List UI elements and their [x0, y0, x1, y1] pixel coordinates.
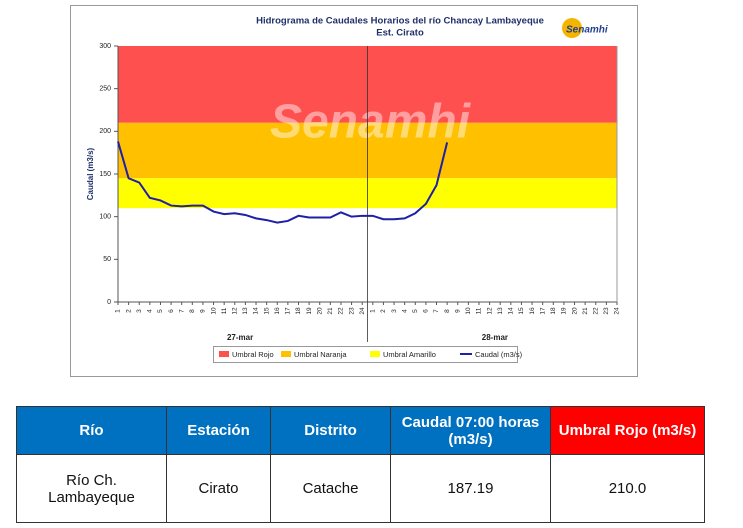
x-tick-label: 9: [200, 309, 207, 313]
legend-frame: [213, 346, 518, 363]
x-tick-label: 11: [476, 307, 483, 314]
x-tick-label: 18: [295, 307, 302, 315]
x-tick-label: 19: [306, 307, 313, 315]
y-tick-label: 50: [103, 256, 111, 263]
legend-label: Umbral Rojo: [232, 350, 274, 359]
x-tick-label: 4: [147, 309, 154, 313]
cell: Cirato: [166, 454, 271, 523]
chart: Hidrograma de Caudales Horarios del río …: [70, 5, 638, 377]
legend: Umbral Rojo Umbral Naranja Umbral Amarillo…: [213, 346, 523, 363]
x-tick-label: 2: [125, 309, 132, 313]
legend-label: Caudal (m3/s): [475, 350, 523, 359]
x-tick-label: 4: [401, 309, 408, 313]
x-tick-label: 16: [529, 307, 536, 315]
logo-text: Senamhi: [566, 25, 608, 36]
x-tick-label: 14: [508, 307, 515, 315]
x-tick-label: 10: [210, 307, 217, 315]
x-tick-label: 24: [614, 307, 621, 315]
x-tick-label: 19: [561, 307, 568, 315]
x-tick-label: 23: [603, 307, 610, 315]
legend-swatch: [219, 351, 229, 357]
x-tick-label: 20: [316, 307, 323, 315]
x-tick-label: 15: [263, 307, 270, 315]
x-tick-label: 3: [391, 309, 398, 313]
legend-label: Umbral Amarillo: [383, 350, 436, 359]
cell: 210.0: [550, 454, 705, 523]
x-tick-label: 11: [221, 307, 228, 314]
chart-subtitle: Est. Cirato: [376, 28, 424, 39]
cell: 187.19: [390, 454, 551, 523]
y-axis-label: Caudal (m3/s): [86, 147, 95, 200]
header-cell: Estación: [166, 406, 271, 455]
x-tick-label: 2: [380, 309, 387, 313]
x-group-label: 27-mar: [227, 333, 253, 342]
legend-swatch: [281, 351, 291, 357]
data-table: Río Estación Distrito Caudal 07:00 horas…: [16, 406, 705, 523]
x-tick-label: 17: [285, 307, 292, 315]
x-tick-label: 3: [136, 309, 143, 313]
x-tick-label: 20: [571, 307, 578, 315]
header-cell: Umbral Rojo (m3/s): [550, 406, 705, 455]
x-tick-label: 21: [582, 307, 589, 315]
header-cell: Río: [16, 406, 167, 455]
x-tick-label: 12: [486, 307, 493, 315]
legend-swatch: [370, 351, 380, 357]
y-tick-label: 0: [107, 299, 111, 306]
cell: Catache: [270, 454, 391, 523]
x-tick-label: 5: [157, 309, 164, 313]
x-tick-label: 9: [454, 309, 461, 313]
y-tick-label: 150: [99, 171, 111, 178]
x-group-label: 28-mar: [482, 333, 508, 342]
x-tick-label: 8: [444, 309, 451, 313]
x-tick-label: 23: [348, 307, 355, 315]
y-tick-label: 100: [99, 214, 111, 221]
y-tick-label: 250: [99, 86, 111, 93]
x-tick-label: 16: [274, 307, 281, 315]
cell: Río Ch. Lambayeque: [16, 454, 167, 523]
x-tick-label: 10: [465, 307, 472, 315]
x-tick-label: 22: [338, 307, 345, 315]
x-tick-label: 7: [178, 309, 185, 313]
logo: Senamhi: [562, 18, 608, 38]
x-tick-label: 15: [518, 307, 525, 315]
x-tick-label: 17: [539, 307, 546, 315]
x-tick-label: 5: [412, 309, 419, 313]
x-tick-label: 1: [115, 309, 122, 313]
x-tick-label: 13: [242, 307, 249, 315]
x-tick-label: 8: [189, 309, 196, 313]
x-tick-label: 24: [359, 307, 366, 315]
x-tick-label: 6: [168, 309, 175, 313]
x-tick-label: 1: [370, 309, 377, 313]
x-tick-label: 6: [423, 309, 430, 313]
y-tick-label: 200: [99, 128, 111, 135]
header-cell: Caudal 07:00 horas (m3/s): [390, 406, 551, 455]
x-tick-label: 21: [327, 307, 334, 315]
x-tick-label: 12: [232, 307, 239, 315]
x-tick-label: 18: [550, 307, 557, 315]
header-cell: Distrito: [270, 406, 391, 455]
series-line: [117, 141, 449, 224]
watermark: Senamhi: [270, 96, 472, 149]
x-tick-label: 22: [592, 307, 599, 315]
x-tick-label: 7: [433, 309, 440, 313]
x-tick-label: 13: [497, 307, 504, 315]
legend-label: Umbral Naranja: [294, 350, 347, 359]
chart-title: Hidrograma de Caudales Horarios del río …: [256, 16, 544, 27]
y-tick-label: 300: [99, 43, 111, 50]
x-tick-label: 14: [253, 307, 260, 315]
